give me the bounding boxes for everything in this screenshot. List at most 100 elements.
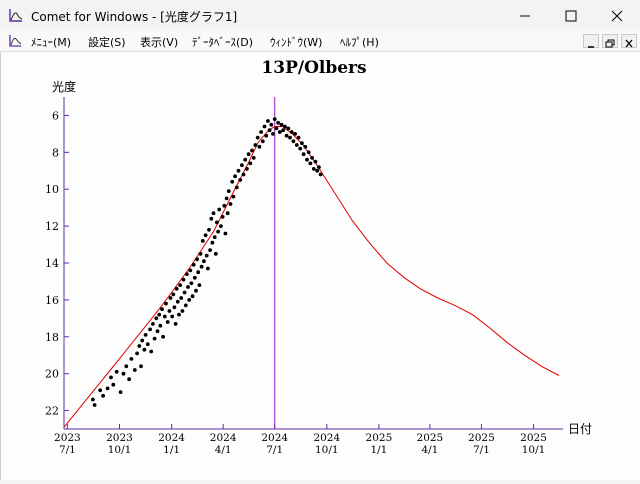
- x-tick-date: 10/1: [108, 444, 132, 456]
- close-icon: [611, 10, 623, 21]
- observation-point: [155, 329, 160, 334]
- observation-point: [135, 351, 140, 356]
- x-tick-year: 2024: [313, 432, 340, 444]
- x-tick-year: 2023: [54, 432, 81, 444]
- observation-point: [271, 132, 275, 136]
- observation-point: [260, 139, 265, 144]
- observation-point: [195, 257, 200, 262]
- menu-help[interactable]: ﾍﾙﾌﾟ(H): [340, 36, 379, 49]
- observation-point: [311, 167, 316, 171]
- observation-point: [149, 349, 154, 354]
- observation-point: [241, 172, 246, 177]
- observation-point: [310, 156, 314, 160]
- menu-window[interactable]: ｳｨﾝﾄﾞｳ(W): [270, 36, 323, 49]
- observation-point: [200, 239, 205, 243]
- observation-point: [152, 336, 157, 341]
- observation-point: [194, 288, 198, 293]
- observation-point: [171, 292, 176, 297]
- menu-database[interactable]: ﾃﾞｰﾀﾍﾞｰｽ(D): [192, 36, 254, 49]
- minimize-icon: [588, 46, 594, 48]
- window-title: Comet for Windows - [光度グラフ1]: [31, 10, 238, 24]
- observation-point: [238, 178, 243, 182]
- observation-point: [219, 224, 223, 229]
- observation-point: [224, 196, 229, 201]
- y-tick-label: 6: [52, 109, 59, 122]
- child-minimize-button[interactable]: [583, 34, 599, 48]
- observation-point: [281, 128, 286, 133]
- observation-point: [173, 322, 178, 326]
- title-bar[interactable]: Comet for Windows - [光度グラフ1]: [0, 0, 640, 31]
- y-tick-label: 14: [45, 257, 59, 270]
- observation-point: [222, 203, 227, 208]
- y-tick-label: 12: [45, 220, 59, 233]
- observation-point: [183, 303, 188, 308]
- close-icon: [625, 39, 633, 48]
- x-tick-year: 2024: [210, 432, 237, 444]
- observation-point: [190, 294, 195, 299]
- observation-point: [202, 259, 206, 264]
- observation-point: [264, 133, 269, 138]
- observation-point: [164, 301, 168, 306]
- maximize-button[interactable]: [548, 0, 594, 31]
- y-tick-label: 8: [52, 146, 59, 159]
- observation-point: [188, 268, 193, 273]
- child-restore-button[interactable]: [602, 34, 618, 48]
- observation-point: [92, 403, 97, 407]
- observation-point: [318, 172, 323, 177]
- observation-point: [142, 347, 147, 352]
- observation-point: [274, 126, 279, 131]
- child-close-button[interactable]: [621, 34, 637, 48]
- observation-point: [303, 144, 308, 149]
- observation-point: [199, 264, 204, 269]
- observation-point: [233, 174, 238, 179]
- observation-point: [168, 296, 173, 300]
- observation-point: [228, 202, 233, 206]
- observation-point: [217, 207, 222, 212]
- document-icon[interactable]: [9, 34, 22, 47]
- menu-main[interactable]: ﾒﾆｭｰ(M): [31, 36, 72, 49]
- observation-point: [277, 130, 282, 134]
- observation-point: [296, 135, 301, 140]
- menu-bar: ﾒﾆｭｰ(M) 設定(S) 表示(V) ﾃﾞｰﾀﾍﾞｰｽ(D) ｳｨﾝﾄﾞｳ(W…: [0, 31, 640, 52]
- observation-point: [262, 124, 267, 129]
- observation-point: [215, 220, 219, 225]
- close-button[interactable]: [594, 0, 640, 31]
- menu-view[interactable]: 表示(V): [140, 36, 179, 49]
- observation-point: [192, 275, 197, 280]
- observation-point: [259, 130, 263, 134]
- observation-point: [305, 157, 309, 162]
- observation-point: [209, 216, 214, 221]
- observation-point: [245, 167, 249, 171]
- x-axis-label: 日付: [568, 422, 592, 436]
- observation-point: [191, 262, 196, 267]
- y-axis-label: 光度: [52, 79, 76, 94]
- observation-point: [231, 194, 236, 199]
- restore-icon: [605, 39, 615, 48]
- observation-point: [157, 312, 162, 317]
- observation-point: [248, 161, 253, 166]
- x-tick-year: 2024: [158, 432, 185, 444]
- observation-point: [300, 141, 304, 145]
- observation-point: [182, 290, 187, 295]
- menu-settings[interactable]: 設定(S): [88, 36, 126, 49]
- observation-point: [269, 122, 274, 127]
- minimize-button[interactable]: [502, 0, 548, 31]
- observation-point: [187, 298, 192, 302]
- observation-point: [170, 314, 175, 319]
- observation-point: [240, 163, 244, 168]
- x-tick-date: 7/1: [266, 444, 283, 456]
- y-tick-label: 20: [45, 368, 59, 381]
- observation-point: [114, 369, 119, 374]
- observation-point: [206, 266, 210, 271]
- observation-point: [266, 119, 270, 123]
- observation-point: [139, 364, 143, 369]
- observation-point: [165, 320, 170, 324]
- observation-point: [301, 152, 306, 157]
- observation-point: [160, 307, 164, 311]
- observation-point: [306, 150, 311, 155]
- observation-point: [185, 272, 189, 276]
- observation-point: [212, 235, 217, 240]
- observation-point: [186, 285, 190, 289]
- maximize-icon: [565, 10, 577, 21]
- observation-point: [105, 386, 110, 391]
